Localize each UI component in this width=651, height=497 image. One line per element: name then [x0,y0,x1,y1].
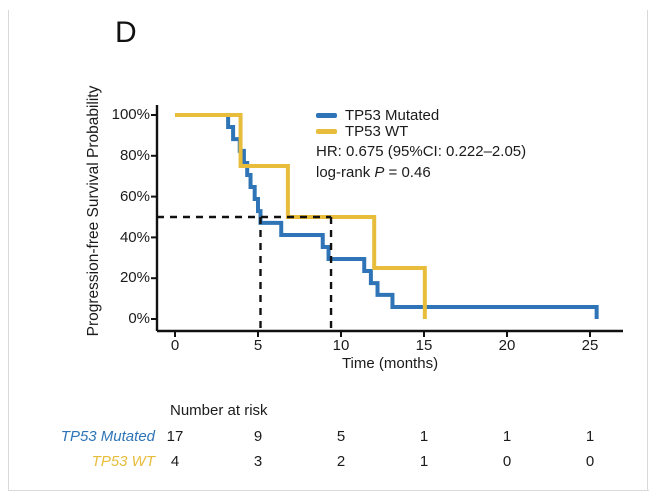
logrank-prefix: log-rank [316,164,375,181]
panel-letter: D [115,16,137,49]
hazard-ratio-text: HR: 0.675 (95%CI: 0.222–2.05) [316,143,527,160]
risk-count: 1 [502,428,512,445]
mutated-line-swatch [316,112,337,118]
x-tick-0: 0 [170,337,180,354]
risk-count: 1 [419,428,429,445]
risk-table-title: Number at risk [170,402,268,419]
risk-count: 3 [253,453,263,470]
x-tick-20: 20 [498,337,516,354]
risk-count: 17 [166,428,184,445]
legend-item-mutated: TP53 Mutated [316,106,440,124]
risk-count: 0 [585,453,595,470]
y-tick-40: 40% [119,229,150,246]
x-tick-25: 25 [581,337,599,354]
x-tick-10: 10 [332,337,350,354]
logrank-suffix: = 0.46 [384,164,431,181]
risk-count: 5 [336,428,346,445]
y-tick-100: 100% [111,106,150,123]
risk-row-label-mutated: TP53 Mutated [60,428,155,445]
risk-count: 1 [585,428,595,445]
x-axis-title: Time (months) [341,355,439,372]
frame-left-edge [8,10,9,491]
wt-line-swatch [316,128,337,134]
y-tick-80: 80% [119,147,150,164]
x-tick-5: 5 [253,337,263,354]
y-tick-0: 0% [128,310,150,327]
y-tick-20: 20% [119,269,150,286]
risk-row-label-wt: TP53 WT [91,453,155,470]
risk-count: 4 [170,453,180,470]
y-tick-60: 60% [119,188,150,205]
legend-label-mutated: TP53 Mutated [345,106,440,124]
frame-right-edge [647,10,648,491]
risk-count: 1 [419,453,429,470]
x-tick-15: 15 [415,337,433,354]
risk-count: 2 [336,453,346,470]
legend-label-wt: TP53 WT [345,122,409,140]
risk-count: 0 [502,453,512,470]
kaplan-meier-chart [151,105,623,337]
logrank-p-symbol: P [374,164,385,181]
risk-count: 9 [253,428,263,445]
legend-item-wt: TP53 WT [316,122,409,140]
frame-bottom-edge [8,490,649,491]
logrank-text: log-rank P = 0.46 [316,164,431,181]
